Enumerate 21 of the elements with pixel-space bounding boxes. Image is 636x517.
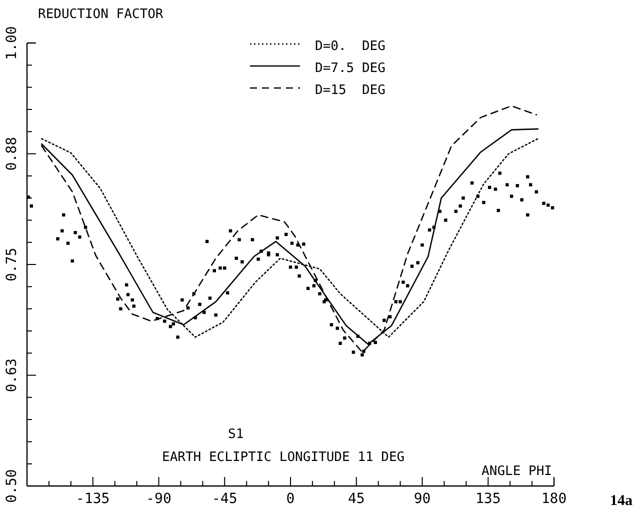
legend-label: D=0. DEG <box>315 39 386 54</box>
y-axis-title: REDUCTION FACTOR <box>38 7 164 22</box>
legend-label: D=7.5 DEG <box>315 61 386 76</box>
legend-label: D=15 DEG <box>315 83 386 98</box>
annotation: S1 <box>228 427 244 442</box>
y-tick-label: 0.88 <box>4 136 20 171</box>
x-tick-label: 90 <box>414 491 431 507</box>
x-tick-label: 180 <box>541 491 567 507</box>
x-tick-label: 0 <box>286 491 295 507</box>
x-tick-label: 45 <box>348 491 365 507</box>
x-axis-title: ANGLE PHI <box>482 464 552 479</box>
x-tick-label: -90 <box>146 491 172 507</box>
x-tick-label: -135 <box>76 491 110 507</box>
annotation: EARTH ECLIPTIC LONGITUDE 11 DEG <box>162 450 405 465</box>
text: 14a <box>610 493 633 509</box>
y-tick-label: 0.50 <box>4 469 20 503</box>
y-tick-label: 0.75 <box>4 248 20 282</box>
x-tick-label: -45 <box>212 491 238 507</box>
y-tick-label: 1.00 <box>4 26 20 60</box>
y-tick-label: 0.63 <box>4 358 20 392</box>
x-tick-label: 135 <box>475 491 501 507</box>
